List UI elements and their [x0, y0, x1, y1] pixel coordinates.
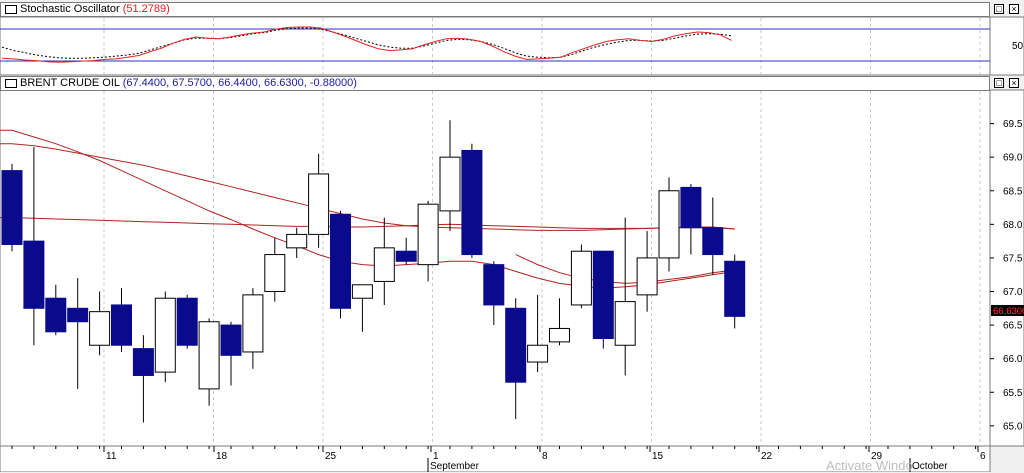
- pane-icon: [5, 4, 17, 14]
- x-tick-label: 11: [106, 451, 117, 462]
- candle-body: [198, 321, 220, 390]
- candle-body: [23, 240, 45, 309]
- y-tick-label: 69.5: [1003, 119, 1023, 130]
- candle-body: [658, 190, 680, 259]
- candle-body: [614, 301, 636, 346]
- x-axis: [0, 445, 991, 472]
- candlesticks: [1, 120, 746, 423]
- candle-body: [373, 247, 395, 282]
- candle-body: [439, 156, 461, 212]
- stochastic-title-bar: Stochastic Oscillator (51.2789): [0, 2, 990, 17]
- stochastic-d-line: [1, 27, 732, 59]
- activate-windows-watermark: Activate Windo: [826, 458, 913, 473]
- candle-body: [592, 250, 614, 340]
- x-tick-label: 22: [761, 451, 773, 462]
- candle-body: [264, 254, 286, 293]
- candle-body: [308, 173, 330, 235]
- candle-body: [505, 307, 527, 383]
- candle-body: [220, 324, 242, 356]
- restore-icon[interactable]: □: [994, 78, 1004, 88]
- y-tick-label: 66.5: [1003, 321, 1023, 332]
- stochastic-k-line: [1, 26, 732, 63]
- candle-body: [132, 348, 154, 376]
- price-values: (67.4400, 67.5700, 66.4400, 66.6300, -0.…: [122, 77, 357, 89]
- moving-average-line: [0, 143, 735, 231]
- y-tick-label: 67.0: [1003, 287, 1023, 298]
- candle-body: [111, 304, 132, 346]
- candle-body: [89, 311, 111, 346]
- x-tick-label: 8: [542, 451, 548, 462]
- close-icon[interactable]: ×: [1009, 4, 1019, 14]
- stochastic-pane: [0, 16, 991, 76]
- candle-body: [45, 297, 67, 333]
- x-axis-ticks: 11 18 25 1 8 15 22 29 6: [11, 446, 986, 472]
- y-tick-label: 67.5: [1003, 253, 1023, 264]
- candle-body: [242, 294, 264, 353]
- last-price-label: 66.6300: [993, 306, 1024, 317]
- candle-body: [154, 297, 176, 373]
- stochastic-title: Stochastic Oscillator: [20, 3, 120, 15]
- stochastic-axis-area: [989, 16, 1024, 76]
- y-tick-label: 68.5: [1003, 186, 1023, 197]
- candle-body: [527, 344, 549, 363]
- candle-body: [483, 264, 505, 306]
- price-y-ticks: 65.0 65.5 66.0 66.5 67.0 67.5 68.0 68.5 69.0 69.5: [990, 119, 1023, 432]
- pane-icon: [5, 78, 17, 88]
- restore-icon[interactable]: □: [994, 4, 1004, 14]
- price-title-bar: BRENT CRUDE OIL (67.4400, 67.5700, 66.44…: [0, 76, 990, 91]
- candle-body: [351, 284, 373, 299]
- month-label-september: September: [430, 461, 480, 472]
- x-tick-label: 6: [980, 451, 986, 462]
- candle-body: [702, 227, 724, 256]
- candle-body: [286, 233, 308, 249]
- x-tick-label: 15: [652, 451, 664, 462]
- candle-body: [67, 307, 89, 323]
- candle-body: [570, 250, 592, 306]
- x-tick-label: 18: [216, 451, 228, 462]
- moving-average-line: [0, 217, 735, 230]
- candle-body: [724, 260, 746, 317]
- x-tick-label: 25: [325, 451, 337, 462]
- candle-body: [176, 297, 198, 346]
- month-label-october: October: [912, 461, 948, 472]
- candle-body: [395, 250, 417, 262]
- candle-body: [417, 203, 439, 266]
- x-tick-label: 29: [871, 451, 883, 462]
- y-tick-label: 65.0: [1003, 421, 1023, 432]
- candle-body: [680, 186, 702, 229]
- price-title: BRENT CRUDE OIL: [20, 77, 120, 89]
- stochastic-value: (51.2789): [122, 3, 170, 15]
- last-price-marker: [991, 305, 1024, 316]
- y-tick-label: 69.0: [1003, 153, 1023, 164]
- y-tick-label: 68.0: [1003, 220, 1023, 231]
- price-axis-area: [989, 89, 1024, 447]
- candle-body: [461, 149, 483, 256]
- candle-body: [330, 213, 351, 309]
- y-tick-label: 65.5: [1003, 388, 1023, 399]
- x-tick-label: 1: [433, 451, 439, 462]
- y-tick-label: 66.0: [1003, 354, 1023, 365]
- stochastic-y-tick: 50: [1012, 41, 1024, 52]
- candle-body: [1, 170, 23, 245]
- candle-body: [549, 327, 570, 343]
- close-icon[interactable]: ×: [1009, 78, 1019, 88]
- candle-body: [636, 257, 658, 296]
